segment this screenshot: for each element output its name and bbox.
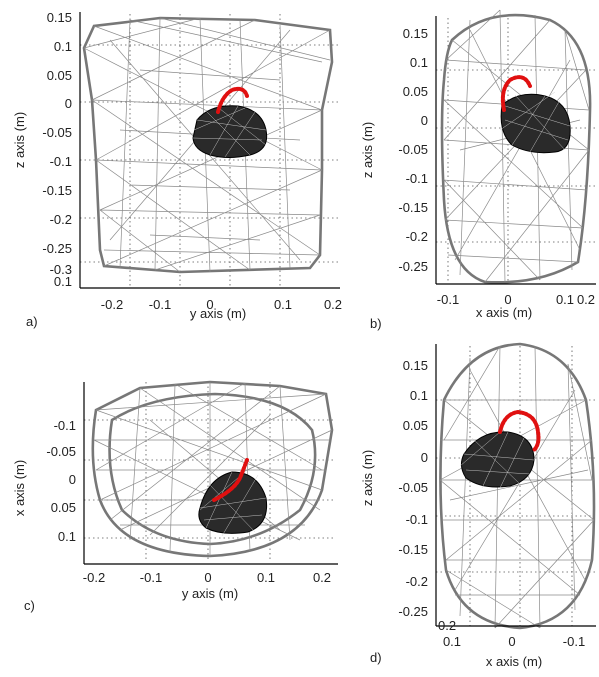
panel-d-torso-mesh <box>439 342 596 630</box>
panel-b-xtick: 0.1 <box>556 292 574 307</box>
panel-a-xtick: -0.1 <box>149 297 171 312</box>
panel-a-xticks: -0.2 -0.1 0 0.1 0.2 <box>101 297 342 312</box>
panel-c-xtick: 0.1 <box>257 570 275 585</box>
panel-d-xtick: 0 <box>508 634 515 649</box>
panel-b-yticks: 0.15 0.1 0.05 0 -0.05 -0.1 -0.15 -0.2 -0… <box>398 26 428 274</box>
panel-d-xlabel: x axis (m) <box>486 654 542 669</box>
panel-c-xtick: -0.2 <box>83 570 105 585</box>
panel-a-xtick: 0.2 <box>324 297 342 312</box>
panel-d-grid <box>436 346 596 626</box>
panel-a-ytick: -0.1 <box>50 154 72 169</box>
panel-b-ytick: -0.1 <box>406 171 428 186</box>
panel-a-ytick: -0.15 <box>42 183 72 198</box>
panel-b-plot: 0.15 0.1 0.05 0 -0.05 -0.1 -0.15 -0.2 -0… <box>360 9 596 320</box>
panel-b-xtick: 0 <box>504 292 511 307</box>
panel-b-ytick: -0.25 <box>398 259 428 274</box>
panel-a-ytick: 0.05 <box>47 68 72 83</box>
panel-c-xtick: 0.2 <box>313 570 331 585</box>
panel-b-xtick: 0.2 <box>577 292 595 307</box>
panel-a-xtick: 0.1 <box>274 297 292 312</box>
panel-d-ytick: 0 <box>421 450 428 465</box>
panel-c-frame <box>83 382 338 565</box>
panel-c-ylabel: x axis (m) <box>12 460 27 516</box>
panel-a-xtick: -0.2 <box>101 297 123 312</box>
panel-a-heart <box>192 105 268 158</box>
panel-a-catheter-path <box>216 86 249 114</box>
panel-a-ytick: -0.2 <box>50 212 72 227</box>
panel-a-label: a) <box>26 314 38 329</box>
panel-b-ytick: -0.2 <box>406 229 428 244</box>
panel-a-ytick: -0.25 <box>42 241 72 256</box>
panel-a-ytick: 0 <box>65 96 72 111</box>
panel-d-ylabel: z axis (m) <box>360 450 375 506</box>
panel-c-xtick: 0 <box>204 570 211 585</box>
panel-b-frame <box>435 16 596 285</box>
panel-c-yticks: -0.1 -0.05 0 0.05 0.1 <box>46 418 76 544</box>
panel-a-frame <box>79 12 340 289</box>
panel-b-ytick: -0.05 <box>398 142 428 157</box>
panel-a-ytick: -0.05 <box>42 125 72 140</box>
panel-c-ytick: -0.1 <box>54 418 76 433</box>
panel-b: 0.15 0.1 0.05 0 -0.05 -0.1 -0.15 -0.2 -0… <box>340 0 599 340</box>
panel-b-ytick: 0.1 <box>410 55 428 70</box>
panel-c-label: c) <box>24 598 35 613</box>
panel-b-grid <box>436 18 596 282</box>
panel-c-ytick: 0.1 <box>58 529 76 544</box>
panel-a: 0.15 0.1 0.05 0 -0.05 -0.1 -0.15 -0.2 -0… <box>0 0 342 340</box>
panel-d-frame <box>435 344 596 627</box>
panel-d: 0.15 0.1 0.05 0 -0.05 -0.1 -0.15 -0.2 -0… <box>340 340 599 677</box>
panel-d-ytick: -0.05 <box>398 480 428 495</box>
panel-b-catheter-path <box>500 75 532 112</box>
panel-b-ytick: 0 <box>421 113 428 128</box>
panel-a-grid <box>80 14 338 288</box>
panel-a-ytick: 0.1 <box>54 39 72 54</box>
panel-d-xticks: 0.1 0 -0.1 <box>443 634 585 649</box>
panel-d-xtick: -0.1 <box>563 634 585 649</box>
panel-c-xlabel: y axis (m) <box>182 586 238 601</box>
panel-d-yticks: 0.15 0.1 0.05 0 -0.05 -0.1 -0.15 -0.2 -0… <box>398 358 428 619</box>
panel-d-ytick: 0.1 <box>410 388 428 403</box>
panel-b-xtick: -0.1 <box>437 292 459 307</box>
panel-b-ytick: 0.05 <box>403 84 428 99</box>
panel-d-ytick: -0.2 <box>406 574 428 589</box>
panel-b-xticks: -0.1 0 0.1 0.2 <box>437 292 595 307</box>
panel-d-ytick: -0.1 <box>406 512 428 527</box>
panel-b-ytick: 0.15 <box>403 26 428 41</box>
panel-d-ytick: -0.25 <box>398 604 428 619</box>
panel-d-xtick: 0.1 <box>443 634 461 649</box>
panel-c-plot: -0.1 -0.05 0 0.05 0.1 -0.2 -0.1 0 0.1 0.… <box>12 380 338 601</box>
panel-d-corner-tick: 0.2 <box>438 618 456 633</box>
panel-d-plot: 0.15 0.1 0.05 0 -0.05 -0.1 -0.15 -0.2 -0… <box>360 342 596 669</box>
panel-a-xtick: 0 <box>206 297 213 312</box>
panel-d-label: d) <box>370 650 382 665</box>
panel-c-heart <box>198 471 268 534</box>
panel-c-ytick: 0 <box>69 472 76 487</box>
panel-c-catheter-path <box>212 458 249 502</box>
panel-c-xtick: -0.1 <box>140 570 162 585</box>
panel-b-label: b) <box>370 316 382 331</box>
panel-c: -0.1 -0.05 0 0.05 0.1 -0.2 -0.1 0 0.1 0.… <box>0 360 340 660</box>
panel-b-heart <box>500 93 571 154</box>
panel-a-ytick: 0.15 <box>47 10 72 25</box>
panel-b-ylabel: z axis (m) <box>360 122 375 178</box>
panel-c-ytick: 0.05 <box>51 500 76 515</box>
panel-d-ytick: 0.05 <box>403 418 428 433</box>
panel-b-xlabel: x axis (m) <box>476 305 532 320</box>
panel-c-ytick: -0.05 <box>46 444 76 459</box>
panel-d-ytick: 0.15 <box>403 358 428 373</box>
panel-d-ytick: -0.15 <box>398 542 428 557</box>
panel-a-yticks: 0.15 0.1 0.05 0 -0.05 -0.1 -0.15 -0.2 -0… <box>42 10 72 289</box>
panel-a-ylabel: z axis (m) <box>12 112 27 168</box>
panel-c-torso-mesh <box>91 380 334 558</box>
panel-b-ytick: -0.15 <box>398 200 428 215</box>
panel-d-catheter-path <box>498 409 541 452</box>
panel-a-plot: 0.15 0.1 0.05 0 -0.05 -0.1 -0.15 -0.2 -0… <box>12 10 342 321</box>
panel-a-xlabel: y axis (m) <box>190 306 246 321</box>
panel-a-ytick: 0.1 <box>54 274 72 289</box>
panel-c-xticks: -0.2 -0.1 0 0.1 0.2 <box>83 570 331 585</box>
panel-a-ytick: -0.3 <box>50 262 72 277</box>
